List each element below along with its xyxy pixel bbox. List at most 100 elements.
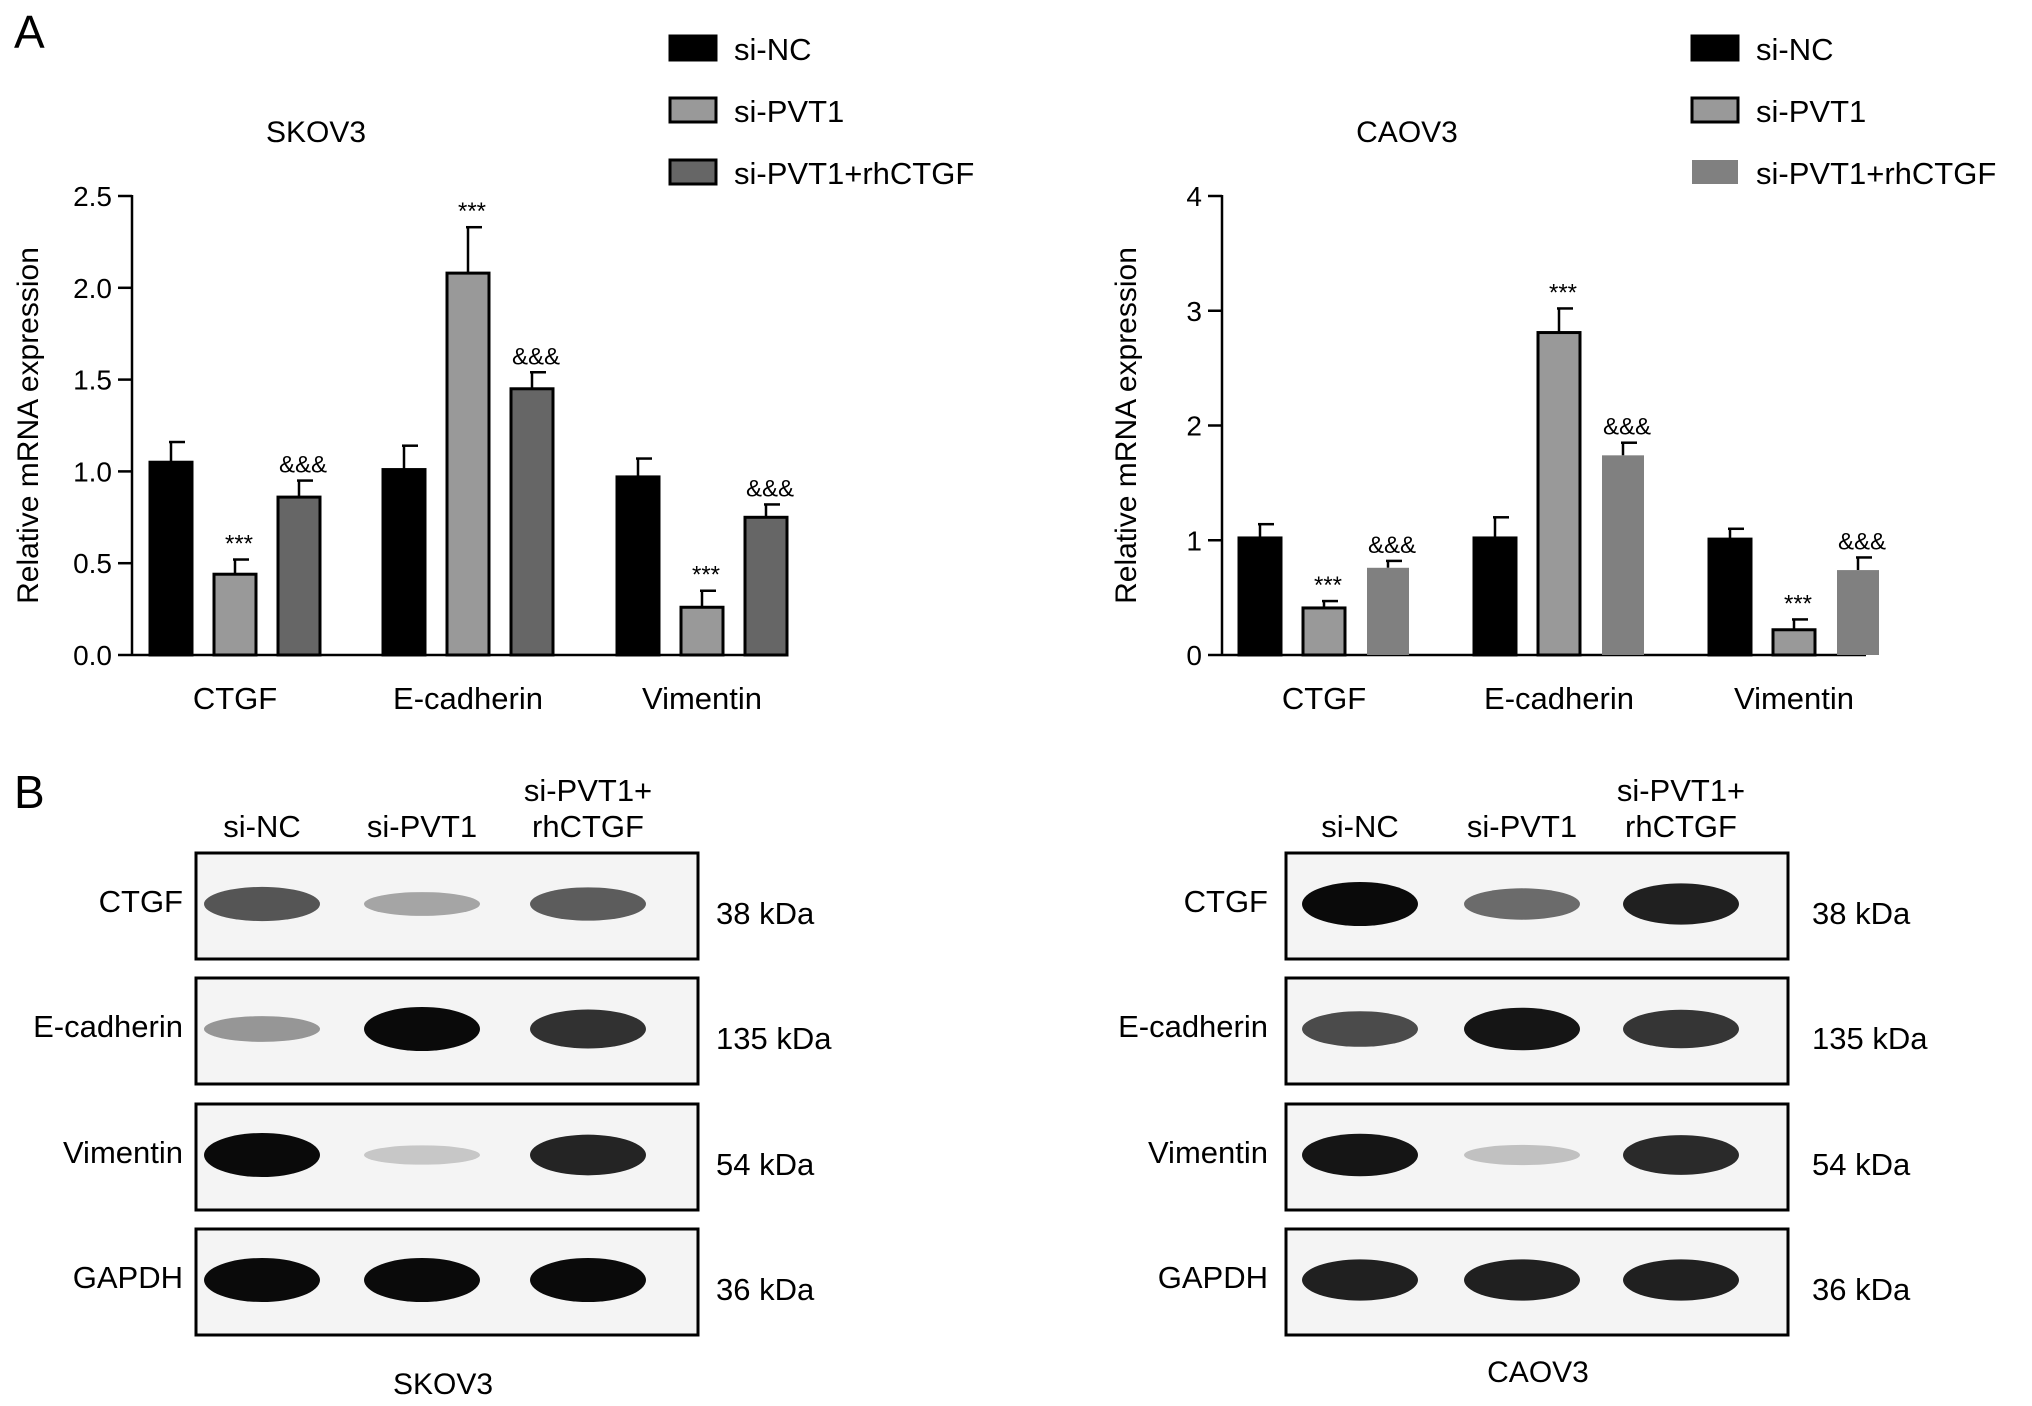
bar-si-pvt1-rhctgf-ctgf (276, 495, 322, 657)
molecular-weight-label: 54 kDa (716, 1147, 815, 1182)
significance-label: &&& (1838, 528, 1886, 555)
bar-si-nc-e-cadherin (1472, 536, 1518, 657)
lane-label: si-PVT1+ (1617, 773, 1745, 808)
bar-si-nc-ctgf (1237, 536, 1283, 657)
y-tick-label: 0 (1186, 640, 1202, 671)
significance-label: *** (1784, 590, 1812, 617)
significance-label: *** (1549, 279, 1577, 306)
protein-band (1464, 888, 1580, 920)
protein-band (1623, 1259, 1739, 1301)
protein-band (204, 886, 320, 922)
y-tick-label: 2.0 (73, 273, 112, 304)
protein-band (364, 892, 480, 916)
blot-row-ctgf: CTGF 38 kDa (1184, 851, 1911, 961)
chart-caov3: CAOV3 Relative mRNA expression 0 1 2 3 4 *** &&&… (1110, 32, 1996, 716)
blot-row-e-cadherin: E-cadherin 135 kDa (33, 976, 832, 1086)
protein-label: GAPDH (73, 1260, 183, 1295)
bar-si-pvt1-rhctgf-e-cadherin (1602, 455, 1644, 655)
y-tick-label: 2 (1186, 411, 1202, 442)
protein-band (1464, 1007, 1580, 1051)
protein-label: E-cadherin (1118, 1009, 1268, 1044)
legend-entry: si-PVT1+rhCTGF (734, 156, 974, 191)
blot-caov3: si-NC si-PVT1 si-PVT1+rhCTGF CTGF 38 kDa E-ca… (1118, 773, 1928, 1389)
protein-band (1464, 1259, 1580, 1301)
bar-si-pvt1-e-cadherin (445, 271, 491, 657)
molecular-weight-label: 135 kDa (1812, 1021, 1928, 1056)
protein-band (1623, 1135, 1739, 1175)
lane-label: si-NC (223, 809, 301, 844)
significance-label: *** (1314, 572, 1342, 599)
y-tick-label: 1 (1186, 525, 1202, 556)
bar-si-pvt1-vimentin (1771, 628, 1817, 657)
bar-si-pvt1-rhctgf-ctgf (1367, 567, 1409, 655)
chart-title: CAOV3 (1356, 116, 1458, 149)
protein-band (1302, 1133, 1418, 1177)
lane-label: si-PVT1 (367, 809, 477, 844)
y-axis-label: Relative mRNA expression (1110, 247, 1143, 604)
bar-si-pvt1-rhctgf-vimentin (743, 515, 789, 657)
x-category-label: CTGF (1282, 681, 1366, 716)
bar-si-nc-vimentin (615, 475, 661, 657)
protein-band (364, 1007, 480, 1051)
significance-label: &&& (1368, 532, 1416, 559)
y-tick-label: 0.5 (73, 548, 112, 579)
x-category-label: Vimentin (642, 681, 762, 716)
blot-row-vimentin: Vimentin 54 kDa (1148, 1102, 1911, 1212)
significance-label: &&& (512, 343, 560, 370)
molecular-weight-label: 36 kDa (1812, 1272, 1911, 1307)
bar-si-nc-vimentin (1707, 537, 1753, 657)
protein-band (204, 1133, 320, 1177)
y-tick-label: 3 (1186, 296, 1202, 327)
protein-band (530, 1009, 646, 1049)
y-axis-label: Relative mRNA expression (12, 247, 45, 604)
protein-band (364, 1258, 480, 1302)
protein-label: Vimentin (63, 1135, 183, 1170)
molecular-weight-label: 38 kDa (716, 896, 815, 931)
blot-cell-line-label: CAOV3 (1487, 1356, 1589, 1389)
protein-band (530, 1258, 646, 1302)
protein-label: E-cadherin (33, 1009, 183, 1044)
y-tick-label: 2.5 (73, 181, 112, 212)
chart-title: SKOV3 (266, 116, 366, 149)
legend-swatch (668, 34, 718, 62)
legend-swatch (668, 96, 718, 124)
legend-entry: si-NC (734, 32, 812, 67)
lane-label: rhCTGF (1625, 809, 1737, 844)
bar-si-nc-e-cadherin (381, 468, 427, 657)
protein-band (530, 1134, 646, 1176)
significance-label: &&& (1603, 414, 1651, 441)
blot-row-gapdh: GAPDH 36 kDa (1158, 1227, 1911, 1337)
legend-entry: si-PVT1+rhCTGF (1756, 156, 1996, 191)
bar-si-pvt1-e-cadherin (1536, 331, 1582, 657)
bar-si-nc-ctgf (148, 460, 194, 657)
legend-swatch (1690, 34, 1740, 62)
protein-band (1302, 882, 1418, 926)
protein-label: CTGF (1184, 884, 1268, 919)
lane-label: rhCTGF (532, 809, 644, 844)
bar-si-pvt1-rhctgf-e-cadherin (509, 387, 555, 657)
significance-label: *** (458, 198, 486, 225)
legend-entry: si-PVT1 (1756, 94, 1866, 129)
protein-band (1623, 883, 1739, 925)
legend-entry: si-NC (1756, 32, 1834, 67)
panel-a-label: A (14, 6, 45, 58)
significance-label: *** (225, 531, 253, 558)
protein-label: Vimentin (1148, 1135, 1268, 1170)
legend-swatch (668, 158, 718, 186)
protein-label: CTGF (99, 884, 183, 919)
x-category-label: CTGF (193, 681, 277, 716)
molecular-weight-label: 36 kDa (716, 1272, 815, 1307)
blot-row-gapdh: GAPDH 36 kDa (73, 1227, 815, 1337)
panel-b-label: B (14, 766, 45, 818)
y-tick-label: 1.5 (73, 365, 112, 396)
blot-row-e-cadherin: E-cadherin 135 kDa (1118, 976, 1928, 1086)
bar-si-pvt1-ctgf (1301, 606, 1347, 657)
legend-swatch (1692, 160, 1738, 184)
y-tick-label: 1.0 (73, 456, 112, 487)
x-category-label: E-cadherin (393, 681, 543, 716)
lane-label: si-PVT1 (1467, 809, 1577, 844)
legend-entry: si-PVT1 (734, 94, 844, 129)
significance-label: &&& (746, 475, 794, 502)
